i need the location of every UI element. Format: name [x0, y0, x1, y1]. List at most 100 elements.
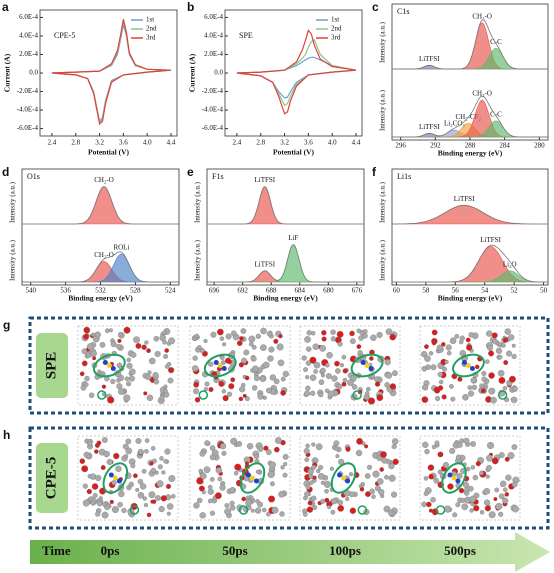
atom	[164, 348, 169, 353]
atom	[274, 446, 280, 453]
atom	[470, 377, 477, 384]
envelope	[207, 244, 364, 283]
atom	[449, 337, 457, 345]
row-label: CPE-5	[43, 457, 59, 500]
y-tick-label: 6.0E-4	[19, 13, 38, 21]
atom	[274, 437, 282, 444]
atom	[204, 381, 210, 387]
atom	[193, 381, 199, 388]
y-tick-label: -2.0E-4	[17, 87, 39, 95]
atom	[166, 511, 171, 516]
atom	[81, 360, 88, 367]
atom	[456, 472, 463, 479]
y-tick-label: 4.0E-4	[204, 32, 223, 40]
atom	[302, 512, 308, 517]
atom	[163, 458, 168, 464]
atom	[491, 332, 498, 339]
atom	[244, 461, 249, 466]
atom	[251, 345, 257, 350]
time-tick: 50ps	[222, 543, 247, 558]
x-tick-label: 696	[209, 287, 220, 295]
ion	[116, 478, 122, 484]
atom	[349, 338, 356, 345]
atom	[364, 473, 371, 479]
atom	[225, 333, 232, 340]
atom	[424, 448, 430, 455]
atom	[192, 355, 198, 361]
atom	[327, 390, 335, 398]
atom	[318, 464, 324, 471]
atom	[221, 450, 227, 456]
atom	[255, 333, 261, 339]
atom	[196, 497, 203, 504]
atom	[498, 511, 504, 517]
atom	[166, 361, 172, 367]
panel-letter: c	[372, 0, 379, 14]
atom	[488, 350, 495, 357]
atom	[452, 512, 458, 518]
atom	[266, 331, 273, 337]
atom	[84, 375, 90, 382]
snapshot-cell	[77, 325, 179, 406]
atom	[318, 379, 325, 385]
atom	[110, 378, 116, 385]
fitted-peak	[22, 261, 179, 283]
atom	[472, 474, 479, 481]
atom	[229, 505, 236, 511]
inset-label: SPE	[239, 31, 253, 40]
atom	[283, 461, 288, 466]
atom	[483, 499, 491, 506]
atom	[470, 441, 476, 447]
atom	[486, 454, 493, 462]
y-tick-label: 6.0E-4	[204, 13, 223, 21]
atom	[163, 384, 168, 389]
atom	[82, 483, 88, 489]
atom	[196, 477, 204, 485]
highlight-small	[97, 390, 107, 400]
atom	[239, 336, 244, 341]
peak-label: C-C	[490, 110, 502, 118]
atom	[483, 488, 491, 495]
atom	[94, 331, 101, 338]
atom	[141, 468, 147, 474]
peak-label: CH₂-O	[94, 176, 114, 184]
atom	[259, 376, 266, 383]
atom	[253, 453, 260, 460]
highlight-small	[357, 505, 368, 515]
atom	[83, 382, 89, 387]
atom	[91, 483, 99, 490]
atom	[381, 457, 388, 464]
atom	[96, 440, 102, 446]
snapshot-cell	[299, 325, 401, 406]
atom	[194, 397, 201, 403]
atom	[303, 448, 310, 454]
atom	[192, 336, 197, 341]
atom	[380, 451, 387, 458]
y-tick-label: -4.0E-4	[202, 106, 224, 114]
atom	[305, 484, 311, 490]
atom	[265, 387, 272, 394]
atom	[345, 496, 350, 502]
atom	[95, 511, 101, 517]
atom	[469, 495, 477, 503]
atom	[234, 463, 242, 471]
atom	[358, 335, 364, 341]
atom	[110, 341, 117, 348]
atom	[334, 446, 339, 451]
atom	[162, 330, 167, 335]
atom	[474, 364, 480, 370]
atom	[144, 449, 149, 454]
atom	[441, 342, 446, 347]
x-tick-label: 4.0	[143, 139, 152, 147]
atom	[168, 367, 175, 374]
atom	[421, 384, 429, 391]
atom	[115, 465, 122, 472]
atom	[125, 447, 133, 455]
highlight	[203, 353, 237, 378]
atom	[203, 338, 208, 344]
atom	[301, 355, 307, 361]
envelope	[22, 251, 179, 283]
atom	[135, 343, 142, 349]
atom	[313, 361, 321, 369]
